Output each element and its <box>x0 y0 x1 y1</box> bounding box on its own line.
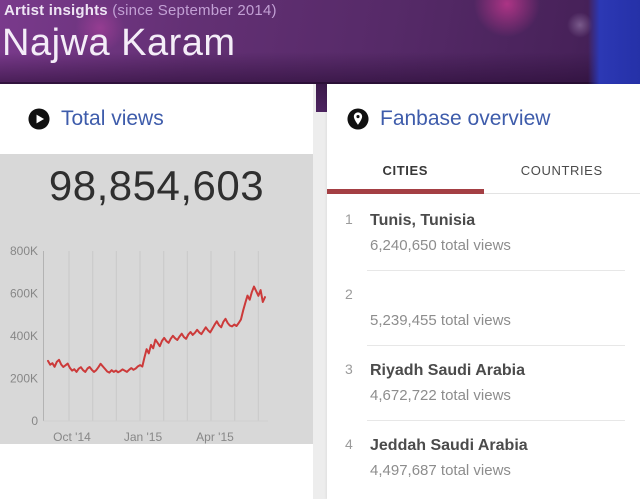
artist-name: Najwa Karam <box>2 22 236 64</box>
total-views-card: Total views 98,854,603 <box>0 84 313 499</box>
views-line <box>47 285 266 374</box>
y-tick-800k: 800K <box>10 244 38 258</box>
total-views-title: Total views <box>61 107 164 130</box>
city-row-1: 1 Tunis, Tunisia 6,240,650 total views <box>345 196 625 271</box>
y-tick-400k: 400K <box>10 329 38 343</box>
city-row-4: 4 Jeddah Saudi Arabia 4,497,687 total vi… <box>345 421 625 496</box>
y-tick-200k: 200K <box>10 372 38 386</box>
x-tick-oct14: Oct '14 <box>53 430 91 444</box>
x-tick-apr15: Apr '15 <box>196 430 234 444</box>
header-banner: Artist insights (since September 2014) N… <box>0 0 640 84</box>
city-rank: 4 <box>345 436 353 452</box>
city-row-3: 3 Riyadh Saudi Arabia 4,672,722 total vi… <box>345 346 625 421</box>
tab-cities[interactable]: CITIES <box>327 155 484 194</box>
tab-countries[interactable]: COUNTRIES <box>483 155 640 194</box>
total-views-header: Total views <box>28 107 164 131</box>
city-name: Jeddah Saudi Arabia <box>370 437 528 454</box>
city-name <box>370 286 625 305</box>
views-trend-chart: 800K 600K 400K 200K 0 Oct '14 Jan '15 Ap… <box>10 244 268 444</box>
city-row-2: 2 5,239,455 total views <box>345 271 625 346</box>
location-pin-icon <box>347 108 369 130</box>
insights-label: Artist insights <box>4 2 108 19</box>
fanbase-tabs: CITIES COUNTRIES <box>327 155 640 194</box>
x-tick-jan15: Jan '15 <box>124 430 163 444</box>
fanbase-card: Fanbase overview CITIES COUNTRIES 1 Tuni… <box>327 84 640 499</box>
header-eyebrow: Artist insights (since September 2014) <box>4 2 277 19</box>
city-views: 4,672,722 total views <box>370 387 511 404</box>
insights-period-label: (since September 2014) <box>112 2 277 19</box>
city-views: 4,497,687 total views <box>370 462 511 479</box>
header-accent-tab <box>316 84 327 112</box>
city-list: 1 Tunis, Tunisia 6,240,650 total views 2… <box>327 196 640 496</box>
total-views-panel: 98,854,603 800K 600K <box>0 154 313 444</box>
fanbase-header: Fanbase overview <box>347 107 550 131</box>
y-tick-600k: 600K <box>10 287 38 301</box>
city-rank: 1 <box>345 211 353 227</box>
total-views-value: 98,854,603 <box>48 162 265 209</box>
city-rank: 3 <box>345 361 353 377</box>
city-name: Riyadh Saudi Arabia <box>370 362 525 379</box>
header-blue-band <box>588 0 640 84</box>
city-views: 6,240,650 total views <box>370 237 511 254</box>
fanbase-title: Fanbase overview <box>380 107 551 130</box>
y-tick-0: 0 <box>31 414 38 428</box>
city-name: Tunis, Tunisia <box>370 212 476 229</box>
city-views: 5,239,455 total views <box>370 312 511 329</box>
city-rank: 2 <box>345 286 353 302</box>
play-icon <box>28 108 50 130</box>
